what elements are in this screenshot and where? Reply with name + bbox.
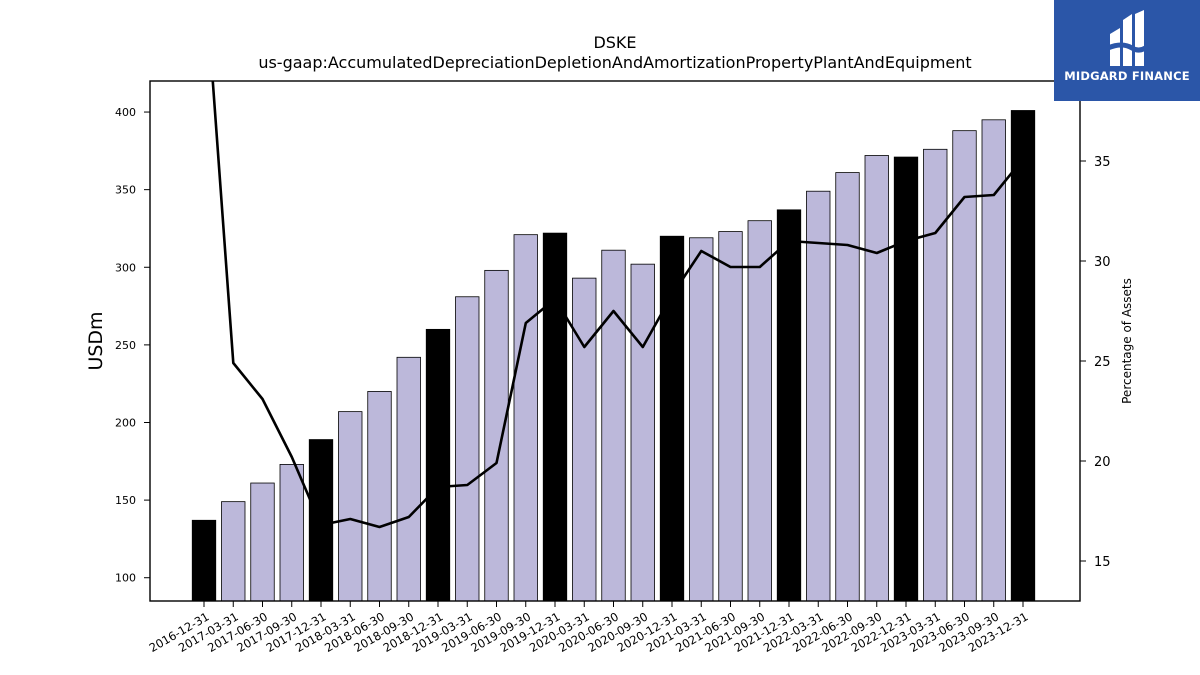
bar-2019-09-30 xyxy=(513,234,538,601)
bar-2021-12-31 xyxy=(776,209,802,601)
y-tick-label: 100 xyxy=(115,572,136,585)
y-axis-label: USDm xyxy=(85,311,107,370)
bar-2019-03-31 xyxy=(455,296,480,601)
bar-2016-12-31 xyxy=(191,519,217,601)
bar-2022-12-31 xyxy=(893,156,919,601)
bar-2017-12-31 xyxy=(308,439,334,601)
y2-tick-label: 20 xyxy=(1094,455,1111,470)
bar-2020-09-30 xyxy=(630,263,655,601)
midgard-logo-icon xyxy=(1107,10,1150,66)
y-tick-label: 300 xyxy=(115,261,136,274)
logo-text: MIDGARD FINANCE xyxy=(1064,69,1190,83)
chart-subtitle: us-gaap:AccumulatedDepreciationDepletion… xyxy=(258,53,971,72)
bar-2022-06-30 xyxy=(835,172,860,601)
bar-2020-12-31 xyxy=(659,235,685,601)
bar-2023-06-30 xyxy=(952,130,977,601)
y-tick-label: 150 xyxy=(115,494,136,507)
bar-2019-06-30 xyxy=(484,269,509,601)
bar-2018-03-31 xyxy=(338,411,363,601)
bar-2020-03-31 xyxy=(572,277,597,601)
bar-2017-06-30 xyxy=(250,482,275,601)
midgard-finance-logo: MIDGARD FINANCE xyxy=(1054,0,1200,101)
line-layer xyxy=(211,81,1025,529)
y-tick-label: 200 xyxy=(115,416,136,429)
y2-tick-label: 15 xyxy=(1094,555,1111,570)
bar-2022-03-31 xyxy=(806,190,831,601)
bar-2018-09-30 xyxy=(396,356,421,601)
bar-2019-12-31 xyxy=(542,232,568,601)
percentage-of-assets-line xyxy=(211,81,1025,529)
y-tick-label: 400 xyxy=(115,106,136,119)
y-tick-label: 250 xyxy=(115,339,136,352)
y2-tick-label: 35 xyxy=(1094,155,1111,170)
y-tick-label: 350 xyxy=(115,184,136,197)
bar-2018-12-31 xyxy=(425,328,451,601)
bar-2023-03-31 xyxy=(923,148,948,601)
plot-frame xyxy=(149,80,1081,602)
chart-title: DSKE xyxy=(593,33,636,52)
bars-layer xyxy=(191,110,1036,601)
y2-tick-label: 30 xyxy=(1094,255,1111,270)
bar-2017-09-30 xyxy=(279,464,304,601)
bar-2020-06-30 xyxy=(601,249,626,601)
bar-2023-12-31 xyxy=(1010,110,1036,601)
bar-2018-06-30 xyxy=(367,391,392,601)
bar-2021-06-30 xyxy=(718,231,743,601)
bar-2021-03-31 xyxy=(689,237,714,601)
bar-2022-09-30 xyxy=(864,155,889,601)
bar-2021-09-30 xyxy=(747,220,772,601)
bar-2023-09-30 xyxy=(981,119,1006,601)
bar-2017-03-31 xyxy=(221,501,246,601)
y2-axis-label: Percentage of Assets xyxy=(1120,278,1134,404)
y2-tick-label: 25 xyxy=(1094,355,1111,370)
